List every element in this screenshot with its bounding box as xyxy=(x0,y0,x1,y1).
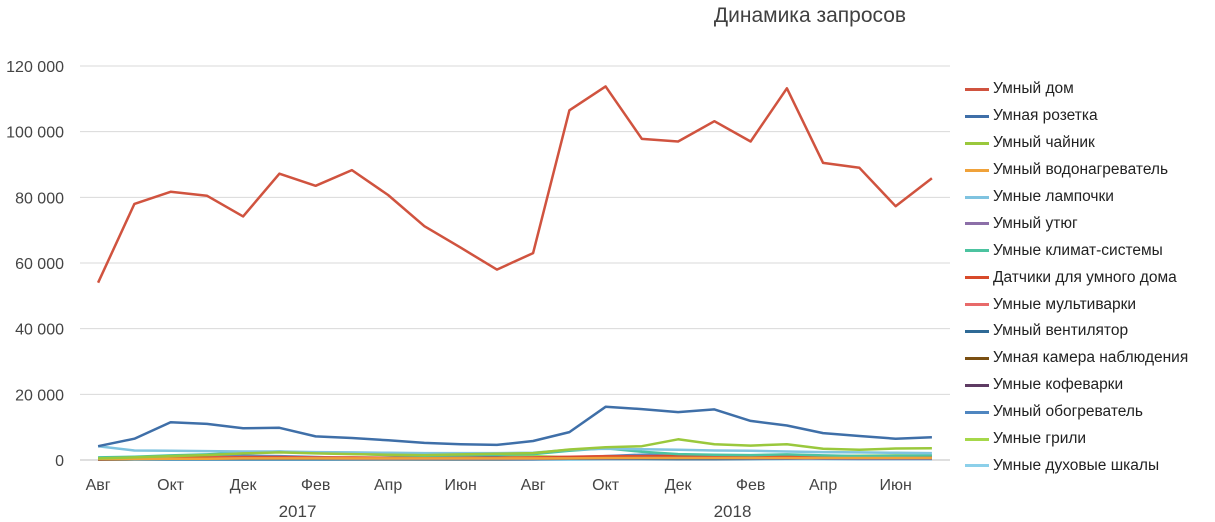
legend-item: Умные кофеварки xyxy=(965,372,1215,399)
legend-swatch xyxy=(965,87,989,91)
legend-item: Умный вентилятор xyxy=(965,318,1215,345)
legend-swatch xyxy=(965,356,989,360)
year-label: 2017 xyxy=(279,502,317,521)
x-tick-label: Апр xyxy=(374,477,402,494)
legend-swatch xyxy=(965,464,989,468)
x-tick-label: Дек xyxy=(665,477,693,494)
x-tick-label: Окт xyxy=(157,477,185,494)
legend-label: Умные духовые шкалы xyxy=(993,456,1160,474)
x-tick-label: Авг xyxy=(86,477,111,494)
y-tick-label: 60 000 xyxy=(15,256,64,273)
y-tick-label: 120 000 xyxy=(6,59,64,76)
x-tick-label: Фев xyxy=(301,477,331,494)
legend-label: Умная розетка xyxy=(993,107,1098,125)
legend: Умный дом Умная розетка Умный чайник Умный … xyxy=(965,76,1215,479)
legend-label: Умный утюг xyxy=(993,214,1078,232)
legend-label: Умный чайник xyxy=(993,134,1095,152)
x-tick-label: Авг xyxy=(521,477,546,494)
year-label: 2018 xyxy=(714,502,752,521)
legend-label: Умные мультиварки xyxy=(993,295,1137,313)
y-axis-ticks: 0 20 000 40 000 60 000 80 000 100 000 120 000 xyxy=(6,59,64,470)
legend-item: Умный водонагреватель xyxy=(965,157,1215,184)
legend-swatch xyxy=(965,249,989,253)
legend-label: Умные лампочки xyxy=(993,188,1114,205)
legend-swatch xyxy=(965,195,989,199)
series-line xyxy=(97,405,932,448)
legend-item: Датчики для умного дома xyxy=(965,264,1215,291)
legend-item: Умные грили xyxy=(965,426,1215,453)
x-axis: Авг Окт Дек Фев Апр Июн Авг Окт Дек Фев Апр Июн 2017… xyxy=(80,459,950,521)
x-tick-label: Апр xyxy=(809,477,837,494)
legend-swatch xyxy=(965,114,989,118)
legend-swatch xyxy=(965,168,989,172)
legend-label: Умный вентилятор xyxy=(993,322,1129,340)
legend-item: Умный дом xyxy=(965,76,1215,103)
gridlines xyxy=(80,65,950,395)
legend-swatch xyxy=(965,303,989,307)
y-tick-label: 80 000 xyxy=(15,190,64,207)
series-lines xyxy=(96,85,933,461)
x-tick-label: Окт xyxy=(592,477,620,494)
legend-label: Умные грили xyxy=(993,430,1087,448)
x-tick-label: Июн xyxy=(444,477,476,494)
legend-label: Умный обогреватель xyxy=(993,403,1143,421)
legend-label: Умный водонагреватель xyxy=(993,161,1169,179)
y-tick-label: 0 xyxy=(55,453,64,470)
legend-swatch xyxy=(965,329,989,333)
legend-item: Умные климат-системы xyxy=(965,237,1215,264)
legend-swatch xyxy=(965,437,989,441)
legend-item: Умный утюг xyxy=(965,210,1215,237)
x-tick-label: Дек xyxy=(230,477,258,494)
y-tick-label: 100 000 xyxy=(6,125,64,142)
legend-swatch xyxy=(965,222,989,226)
legend-swatch xyxy=(965,383,989,387)
legend-label: Умные кофеварки xyxy=(993,376,1124,394)
legend-item: Умная розетка xyxy=(965,103,1215,130)
legend-swatch xyxy=(965,410,989,414)
series-line xyxy=(98,438,932,460)
chart-title: Динамика запросов xyxy=(713,4,907,27)
legend-swatch xyxy=(965,276,989,280)
legend-item: Умные лампочки xyxy=(965,184,1215,211)
legend-label: Умный дом xyxy=(993,80,1074,98)
x-tick-label: Фев xyxy=(736,477,766,494)
series-line xyxy=(96,85,933,284)
legend-item: Умный чайник xyxy=(965,130,1215,157)
legend-label: Умная камера наблюдения xyxy=(993,349,1189,367)
legend-item: Умные мультиварки xyxy=(965,291,1215,318)
legend-label: Умные климат-системы xyxy=(993,241,1163,259)
legend-item: Умный обогреватель xyxy=(965,399,1215,426)
x-tick-label: Июн xyxy=(879,477,911,494)
legend-item: Умная камера наблюдения xyxy=(965,345,1215,372)
legend-label: Датчики для умного дома xyxy=(993,268,1177,286)
legend-item: Умные духовые шкалы xyxy=(965,452,1215,479)
series-line xyxy=(98,456,932,461)
y-tick-label: 20 000 xyxy=(15,387,64,404)
y-tick-label: 40 000 xyxy=(15,322,64,339)
legend-swatch xyxy=(965,141,989,145)
